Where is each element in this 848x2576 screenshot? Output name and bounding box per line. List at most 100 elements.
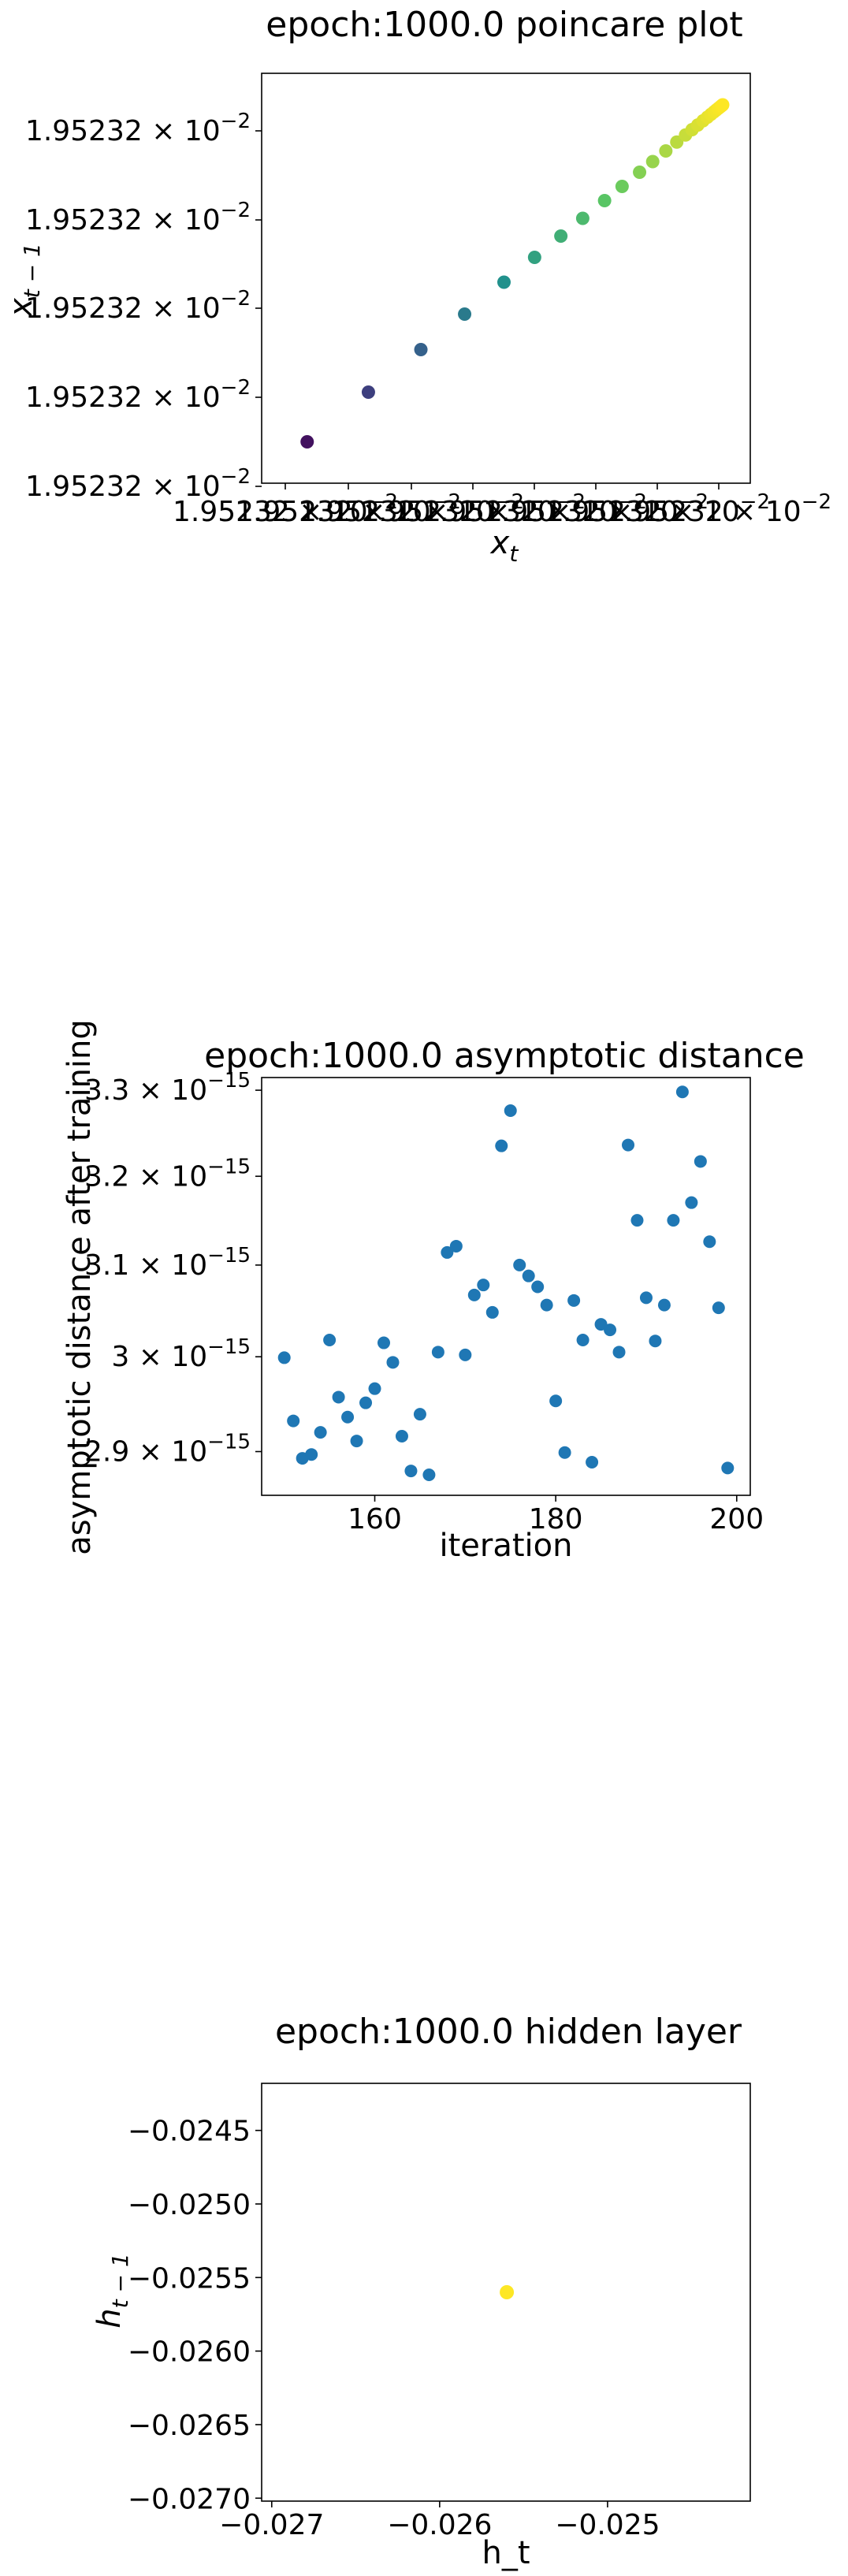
asymptotic-xtick-label: 180 <box>529 1503 583 1536</box>
asymptotic-x-axis-label: iteration <box>440 1528 573 1564</box>
hidden-plot-area <box>261 2083 751 2502</box>
asymptotic-point <box>712 1301 725 1315</box>
asymptotic-point <box>350 1435 363 1448</box>
asymptotic-point <box>703 1235 716 1249</box>
hidden-y-axis-label: ht − 1 <box>91 2253 133 2328</box>
asymptotic-point <box>459 1348 472 1361</box>
poincare-point <box>361 385 375 399</box>
asymptotic-point <box>323 1334 337 1347</box>
poincare-point <box>414 343 428 356</box>
poincare-ytick-label: 1.95232 × 10−2 <box>25 465 251 503</box>
asymptotic-point <box>305 1448 318 1461</box>
asymptotic-point <box>341 1410 355 1424</box>
asymptotic-point <box>657 1298 671 1312</box>
poincare-xtick-label: 1.95232 × 10−2 <box>422 490 647 528</box>
asymptotic-ytick-label: 3 × 10−15 <box>111 1335 251 1373</box>
hidden-ytick-label: −0.0250 <box>128 2189 251 2221</box>
asymptotic-distance-chart: epoch:1000.0 asymptotic distance 2.9 × 1… <box>61 1019 805 1564</box>
asymptotic-point <box>422 1468 436 1481</box>
asymptotic-point <box>604 1323 617 1337</box>
asymptotic-point <box>694 1155 707 1168</box>
poincare-y-axis-label: xt − 1 <box>3 243 45 318</box>
poincare-point <box>497 275 511 289</box>
poincare-point <box>633 166 647 179</box>
hidden-layer-chart: epoch:1000.0 hidden layer −0.0245 −0.0250… <box>91 2012 751 2571</box>
poincare-point <box>554 229 568 243</box>
poincare-point <box>575 211 590 225</box>
asymptotic-ytick-label: 3.1 × 10−15 <box>84 1244 251 1282</box>
asymptotic-point <box>586 1455 599 1469</box>
asymptotic-point <box>639 1291 653 1305</box>
asymptotic-point <box>522 1269 535 1282</box>
asymptotic-point <box>667 1214 680 1227</box>
hidden-ytick-label: −0.0245 <box>128 2116 251 2148</box>
asymptotic-point <box>277 1351 291 1364</box>
asymptotic-point <box>404 1465 418 1478</box>
asymptotic-point <box>467 1288 481 1301</box>
poincare-x-axis-label: xt <box>489 525 519 567</box>
asymptotic-point <box>576 1334 590 1347</box>
poincare-point <box>597 194 612 207</box>
poincare-chart-title: epoch:1000.0 poincare plot <box>266 5 742 45</box>
asymptotic-point <box>441 1245 454 1259</box>
asymptotic-point <box>549 1394 563 1408</box>
asymptotic-point <box>332 1390 345 1404</box>
asymptotic-point <box>314 1426 327 1439</box>
asymptotic-point <box>721 1461 735 1475</box>
asymptotic-point <box>594 1318 608 1331</box>
poincare-xtick-label: 1.95232 × 10−2 <box>606 490 831 528</box>
asymptotic-point <box>378 1336 390 1349</box>
asymptotic-ytick-label: 2.9 × 10−15 <box>84 1431 251 1469</box>
poincare-xtick-label: 1.95232 × 10−2 <box>360 490 586 528</box>
hidden-xtick-label: −0.027 <box>219 2509 324 2541</box>
asymptotic-point <box>504 1104 517 1117</box>
asymptotic-point <box>531 1280 545 1294</box>
poincare-point <box>458 307 472 321</box>
asymptotic-point <box>612 1346 626 1359</box>
hidden-ytick-label: −0.0260 <box>128 2336 251 2369</box>
asymptotic-point <box>395 1429 408 1442</box>
asymptotic-point <box>287 1414 300 1428</box>
asymptotic-point <box>413 1408 426 1421</box>
poincare-plot-chart: epoch:1000.0 poincare plot 1.95232 × 10−… <box>3 5 831 567</box>
asymptotic-point <box>567 1294 581 1307</box>
asymptotic-y-axis-label: asymptotic distance after training <box>61 1019 98 1555</box>
asymptotic-point <box>630 1214 644 1227</box>
poincare-xtick-label: 1.95232 × 10−2 <box>299 490 524 528</box>
asymptotic-point <box>449 1239 463 1253</box>
asymptotic-chart-title: epoch:1000.0 asymptotic distance <box>204 1036 805 1076</box>
asymptotic-point <box>495 1139 508 1152</box>
asymptotic-point <box>685 1196 698 1209</box>
asymptotic-point <box>368 1382 381 1395</box>
asymptotic-plot-area <box>261 1077 751 1496</box>
poincare-ytick-label: 1.95232 × 10−2 <box>25 287 251 325</box>
hidden-x-axis-label: h_t <box>482 2535 530 2571</box>
asymptotic-point <box>386 1356 400 1369</box>
poincare-xtick-label: 1.95232 × 10−2 <box>483 490 709 528</box>
hidden-point <box>500 2285 515 2299</box>
asymptotic-point <box>359 1396 373 1409</box>
poincare-ytick-label: 1.95232 × 10−2 <box>25 376 251 414</box>
poincare-ytick-label: 1.95232 × 10−2 <box>25 199 251 236</box>
poincare-point <box>527 251 541 264</box>
poincare-point <box>615 180 629 193</box>
asymptotic-ytick-label: 3.2 × 10−15 <box>84 1155 251 1193</box>
hidden-ytick-label: −0.0255 <box>128 2262 251 2295</box>
hidden-xtick-label: −0.026 <box>387 2509 492 2541</box>
asymptotic-point <box>540 1298 553 1312</box>
poincare-point <box>659 144 673 158</box>
asymptotic-xtick-label: 200 <box>709 1503 764 1536</box>
asymptotic-xtick-label: 160 <box>348 1503 402 1536</box>
poincare-xtick-label: 1.95232 × 10−2 <box>545 490 770 528</box>
asymptotic-ytick-label: 3.3 × 10−15 <box>84 1069 251 1107</box>
asymptotic-point <box>675 1085 689 1099</box>
hidden-chart-title: epoch:1000.0 hidden layer <box>275 2012 742 2052</box>
asymptotic-point <box>477 1279 490 1292</box>
asymptotic-point <box>622 1138 634 1152</box>
poincare-ytick-label: 1.95232 × 10−2 <box>25 110 251 147</box>
poincare-xtick-label: 1.95232 × 10−2 <box>236 490 461 528</box>
poincare-xtick-label: 1.95232 × 10−2 <box>173 490 398 528</box>
poincare-point <box>716 98 730 112</box>
asymptotic-point <box>649 1335 662 1348</box>
